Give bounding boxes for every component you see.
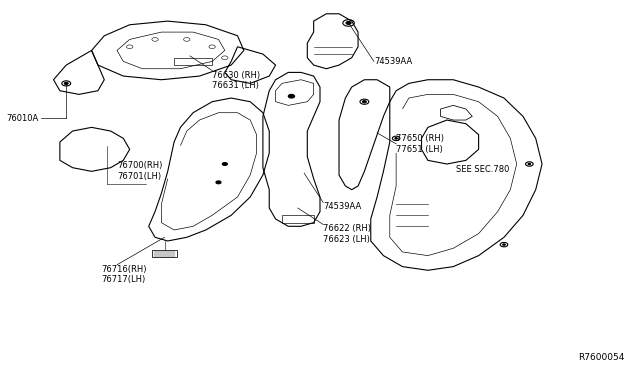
Text: SEE SEC.780: SEE SEC.780 [456,165,510,174]
Text: 76716(RH)
76717(LH): 76716(RH) 76717(LH) [101,265,147,284]
Text: R7600054: R7600054 [578,353,625,362]
Text: 76700(RH)
76701(LH): 76700(RH) 76701(LH) [117,161,163,180]
Text: 76630 (RH)
76631 (LH): 76630 (RH) 76631 (LH) [212,71,260,90]
Text: 74539AA: 74539AA [323,202,362,212]
Circle shape [528,163,531,165]
Circle shape [64,82,68,84]
Circle shape [222,163,227,166]
Circle shape [502,244,505,246]
Circle shape [362,100,366,103]
Circle shape [346,22,351,25]
Circle shape [216,181,221,184]
Text: 77650 (RH)
77651 (LH): 77650 (RH) 77651 (LH) [396,134,444,154]
Circle shape [395,138,397,139]
Circle shape [288,94,294,98]
Text: 74539AA: 74539AA [374,57,412,66]
Text: 76010A: 76010A [6,114,38,123]
Text: 76622 (RH)
76623 (LH): 76622 (RH) 76623 (LH) [323,224,371,244]
